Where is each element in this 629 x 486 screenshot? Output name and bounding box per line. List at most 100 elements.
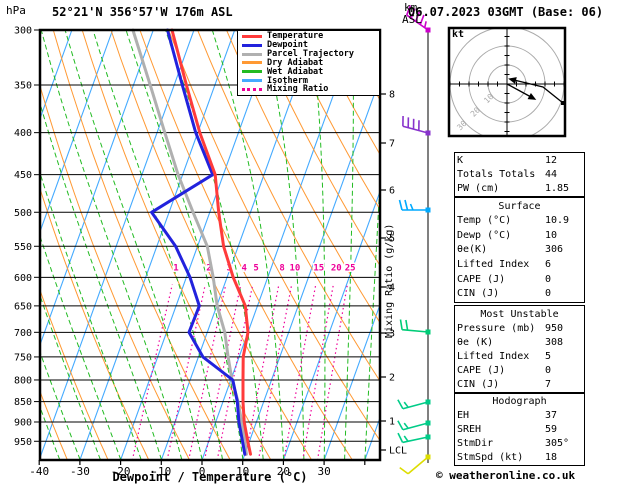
stat-label: CAPE (J) (457, 273, 506, 285)
temp-tick-label: 10 (236, 465, 249, 478)
stat-value: 0 (545, 288, 552, 300)
legend-swatch-parcel-trajectory (242, 52, 262, 56)
pressure-tick-label: 550 (14, 242, 32, 253)
km-tick-label: 6 (389, 186, 395, 197)
stat-label: K (457, 155, 464, 167)
mixing-ratio-axis-title: Mixing Ratio (g/kg) (384, 223, 395, 338)
stat-label: Totals Totals (457, 168, 536, 180)
stat-value: 7 (545, 378, 552, 390)
isotherm-line (40, 30, 73, 121)
stat-row: Lifted Index 6 (457, 259, 582, 270)
mixing-ratio-line (188, 284, 227, 460)
stat-label: PW (cm) (457, 182, 500, 194)
surface-box: Surface Temp (°C) 10.9 Dewp (°C) 10 θe(K) 306 L… (454, 197, 585, 303)
height-unit-asl-label: ASL (402, 13, 422, 26)
wind-barb (398, 199, 431, 213)
stat-value: 0 (545, 273, 552, 285)
legend-item: Parcel Trajectory (242, 50, 379, 58)
pressure-tick-label: 950 (14, 437, 32, 448)
dry-adiabat-line (40, 390, 68, 460)
isotherm-line (323, 303, 380, 460)
wind-barb (402, 115, 431, 136)
wind-barb (397, 432, 431, 444)
wind-barb-column (397, 5, 431, 475)
legend-item: Wet Adiabat (242, 68, 379, 76)
stat-row: θe (K) 308 (457, 337, 582, 348)
stat-row: Lifted Index 5 (457, 351, 582, 362)
stat-label: EH (457, 410, 470, 422)
stat-label: CAPE (J) (457, 364, 506, 376)
stat-value: 950 (545, 322, 564, 334)
stat-value: 306 (545, 244, 564, 256)
dry-adiabat-line (254, 30, 380, 267)
stat-row: CIN (J) 0 (457, 288, 582, 299)
isotherm-line (242, 76, 380, 460)
km-tick-label: 4 (389, 283, 395, 294)
legend-label: Isotherm (267, 75, 308, 86)
pressure-tick-label: 350 (14, 81, 32, 92)
pressure-tick-label: 900 (14, 417, 32, 428)
pressure-tick-label: 700 (14, 328, 32, 339)
pressure-tick-label: 800 (14, 375, 32, 386)
km-tick-label: LCL (389, 446, 407, 457)
legend-item: Temperature (242, 32, 379, 41)
temp-tick-label: -30 (70, 465, 90, 478)
wet-adiabat-line (344, 30, 354, 460)
stat-row: StmSpd (kt) 18 (457, 452, 582, 463)
pressure-tick-label: 650 (14, 301, 32, 312)
pressure-tick-label: 600 (14, 273, 32, 284)
km-tick-label: 3 (389, 329, 395, 340)
legend-swatch-dry-adiabat (242, 61, 262, 65)
pressure-grid: 300 350 400 450 500 550 600 650 700 750 800 850 900 9… (14, 26, 380, 448)
stat-row: Temp (°C) 10.9 (457, 215, 582, 226)
mixing-ratio-value-label: 1 (173, 263, 178, 273)
temperature-curve (170, 28, 252, 456)
legend-label: Wet Adiabat (267, 66, 324, 77)
stat-value: 59 (545, 423, 558, 435)
stat-row: PW (cm) 1.85 (457, 183, 582, 194)
pressure-tick-label: 400 (14, 128, 32, 139)
isotherm-line (201, 30, 358, 460)
wet-adiabat-line (311, 30, 326, 460)
mixing-ratio-value-label: 25 (345, 263, 356, 273)
copyright-credit: © weatheronline.co.uk (436, 469, 576, 482)
wind-barb (399, 454, 431, 475)
km-tick-label: 8 (389, 90, 395, 101)
indices-box: K 12 Totals Totals 44 PW (cm) 1.85 (454, 152, 585, 197)
km-tick-label: 2 (389, 373, 395, 384)
legend-swatch-temperature (242, 34, 262, 38)
mixing-ratio-value-label: 5 (253, 263, 258, 273)
mixing-ratio-value-label: 2 (206, 263, 211, 273)
legend-swatch-wet-adiabat (242, 70, 262, 74)
stat-row: Dewp (°C) 10 (457, 230, 582, 241)
pressure-tick-label: 500 (14, 208, 32, 219)
wind-barb (397, 420, 431, 431)
isotherm-line (40, 30, 195, 460)
mixing-ratio-line (302, 284, 334, 460)
dry-adiabat-line (312, 30, 380, 156)
stat-label: Lifted Index (457, 350, 530, 362)
stat-label: Dewp (°C) (457, 229, 512, 241)
wind-barb (405, 5, 431, 33)
most-unstable-box-header: Most Unstable (480, 308, 559, 320)
stat-value: 0 (545, 364, 552, 376)
wet-adiabat-line (211, 30, 285, 460)
legend: Temperature Dewpoint Parcel Trajectory Dry … (237, 30, 380, 96)
stat-value: 1.85 (545, 182, 570, 194)
plot-frame (38, 28, 382, 462)
height-unit-km-label: km (404, 1, 418, 14)
stat-row: Pressure (mb) 950 (457, 323, 582, 334)
hodograph-ring-label: 10 (482, 92, 495, 105)
mixing-ratio-line (316, 284, 348, 460)
sounding-profiles (131, 28, 252, 456)
legend-item: Isotherm (242, 75, 379, 86)
stat-value: 10.9 (545, 215, 570, 227)
dry-adiabat-line (283, 30, 380, 211)
pressure-tick-label: 450 (14, 170, 32, 181)
mixing-ratio-line (257, 284, 293, 460)
wet-adiabat-line (64, 30, 203, 460)
